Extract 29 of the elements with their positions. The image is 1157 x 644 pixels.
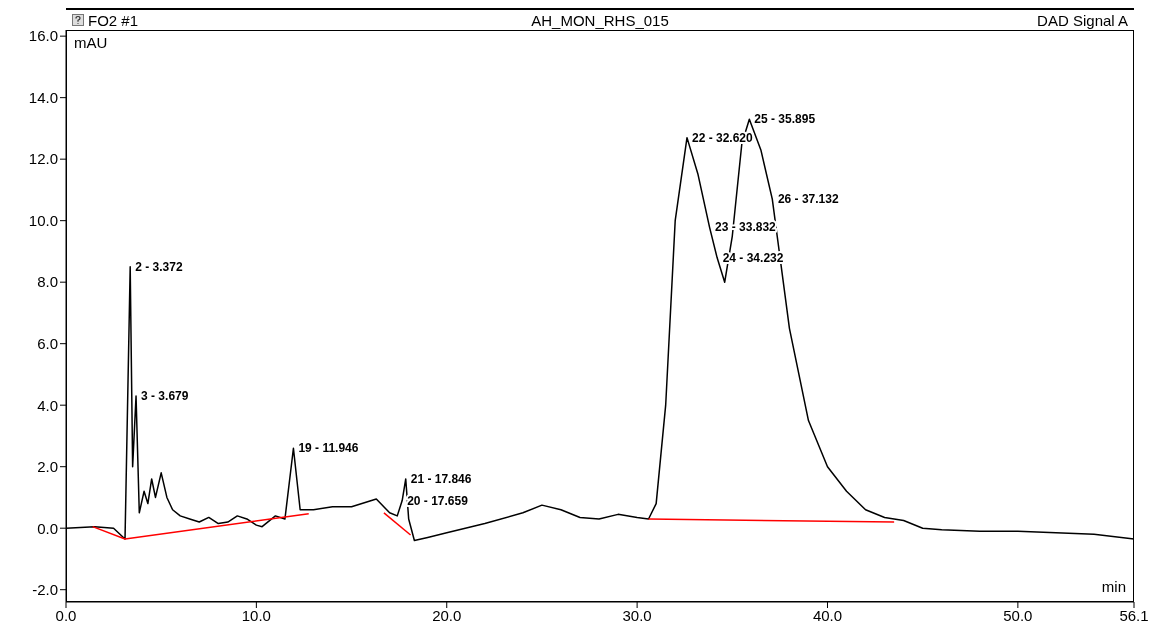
y-tick-label: 10.0 bbox=[28, 211, 58, 229]
y-tick-label: 14.0 bbox=[28, 88, 58, 106]
x-tick-label: 20.0 bbox=[432, 606, 462, 624]
y-tick-label: 0.0 bbox=[37, 519, 58, 537]
y-tick-label: 12.0 bbox=[28, 150, 58, 168]
y-tick-label: 6.0 bbox=[37, 335, 58, 352]
y-tick-label: 2.0 bbox=[37, 458, 58, 476]
y-tick-label: -2.0 bbox=[32, 581, 58, 599]
x-tick-label: 30.0 bbox=[622, 606, 652, 624]
x-tick-label: 0.0 bbox=[55, 606, 77, 624]
chart-subtitle: DAD Signal A bbox=[1037, 11, 1128, 29]
y-tick-label: 16.0 bbox=[28, 27, 58, 45]
text: FO2 #1 bbox=[88, 11, 139, 29]
annotation: 23 - 33.832 bbox=[715, 220, 777, 235]
x-tick-label: 40.0 bbox=[812, 606, 843, 624]
y-axis-title: mAU bbox=[74, 34, 108, 51]
y-tick-label: 4.0 bbox=[37, 396, 58, 414]
annotation: 26 - 37.132 bbox=[777, 192, 839, 207]
x-tick-label: 50.0 bbox=[1003, 606, 1033, 624]
x-tick-label: 10.0 bbox=[241, 606, 271, 624]
chart-title: AH_MON_RHS_015 bbox=[531, 11, 669, 29]
y-tick-label: 8.0 bbox=[37, 273, 58, 291]
annotation: 25 - 35.895 bbox=[754, 112, 816, 127]
x-axis-title: min bbox=[1101, 578, 1126, 595]
annotation: 2 - 3.372 bbox=[135, 260, 183, 274]
x-tick-label: 56.1 bbox=[1119, 606, 1149, 624]
annotation: 19 - 11.946 bbox=[298, 441, 359, 456]
annotation: 3 - 3.679 bbox=[141, 389, 189, 404]
annotation: 21 - 17.846 bbox=[410, 472, 472, 487]
